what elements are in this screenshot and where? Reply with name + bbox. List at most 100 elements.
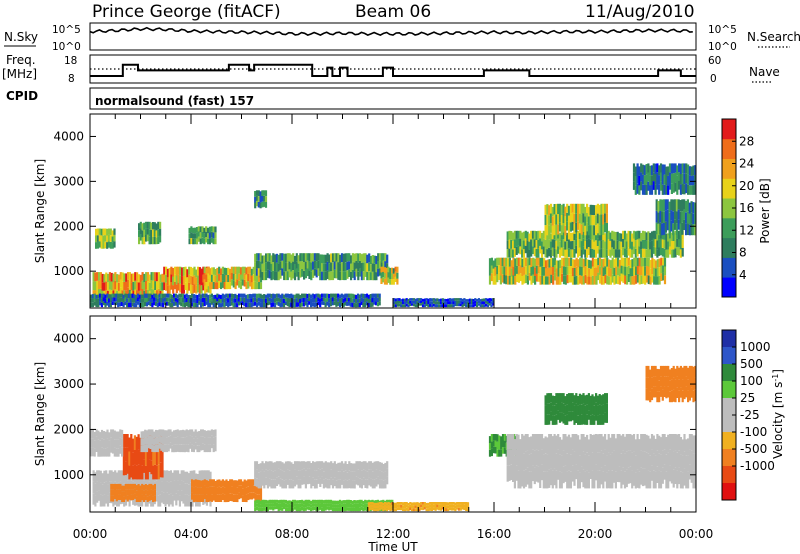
- echo-cell: [121, 272, 124, 282]
- echo-cell: [510, 434, 513, 450]
- echo-cell: [333, 261, 336, 270]
- echo-cell: [591, 470, 594, 489]
- echo-cell: [634, 240, 637, 249]
- echo-cell: [279, 253, 282, 262]
- echo-cell: [537, 257, 540, 266]
- power-colorbar-tick: 16: [739, 201, 754, 215]
- echo-cell: [283, 502, 286, 506]
- echo-region: [393, 298, 495, 308]
- echo-cell: [150, 280, 153, 289]
- echo-cell: [319, 503, 322, 507]
- echo-cell: [663, 248, 666, 258]
- echo-cell: [675, 211, 678, 224]
- echo-cell: [311, 506, 314, 511]
- echo-cell: [577, 276, 580, 285]
- echo-cell: [263, 190, 266, 196]
- echo-cell: [382, 253, 385, 261]
- echo-cell: [241, 495, 244, 502]
- echo-cell: [578, 213, 581, 224]
- echo-cell: [564, 275, 567, 285]
- echo-cell: [274, 479, 277, 489]
- echo-cell: [152, 229, 155, 237]
- echo-region: [506, 230, 684, 258]
- echo-cell: [611, 452, 614, 471]
- echo-cell: [544, 260, 548, 269]
- echo-cell: [304, 507, 307, 511]
- echo-cell: [548, 259, 551, 268]
- echo-cell: [141, 223, 144, 231]
- echo-cell: [559, 268, 562, 277]
- echo-cell: [672, 389, 675, 402]
- echo-cell: [119, 272, 122, 280]
- echo-cell: [185, 429, 188, 437]
- echo-cell: [403, 508, 406, 512]
- echo-cell: [524, 469, 527, 487]
- echo-cell: [252, 485, 255, 493]
- echo-cell: [140, 298, 143, 303]
- echo-cell: [202, 470, 205, 482]
- echo-cell: [548, 393, 551, 404]
- echo-cell: [99, 432, 102, 441]
- echo-cell: [534, 276, 537, 285]
- echo-cell: [656, 391, 659, 403]
- echo-cell: [266, 479, 269, 489]
- echo-cell: [560, 402, 563, 413]
- echo-cell: [195, 473, 198, 485]
- echo-cell: [580, 214, 583, 225]
- echo-cell: [593, 396, 596, 406]
- echo-cell: [163, 293, 167, 298]
- echo-cell: [656, 240, 659, 250]
- echo-cell: [144, 494, 147, 501]
- echo-cell: [544, 395, 547, 406]
- echo-cell: [95, 242, 98, 249]
- echo-cell: [281, 462, 284, 471]
- echo-cell: [118, 297, 122, 303]
- echo-cell: [97, 439, 100, 448]
- echo-cell: [104, 235, 107, 242]
- echo-cell: [590, 260, 593, 269]
- echo-cell: [173, 490, 176, 501]
- echo-cell: [284, 499, 287, 504]
- echo-cell: [645, 257, 649, 266]
- echo-cell: [288, 461, 291, 471]
- echo-cell: [93, 293, 96, 298]
- echo-cell: [198, 297, 201, 302]
- echo-cell: [283, 463, 286, 472]
- echo-cell: [622, 274, 625, 283]
- echo-cell: [292, 261, 295, 270]
- echo-cell: [106, 293, 109, 298]
- echo-cell: [252, 274, 255, 282]
- echo-cell: [461, 507, 464, 510]
- echo-cell: [106, 473, 110, 485]
- echo-cell: [656, 450, 659, 467]
- echo-cell: [198, 267, 201, 276]
- echo-cell: [308, 476, 311, 484]
- echo-cell: [131, 293, 134, 298]
- echo-cell: [371, 293, 374, 298]
- echo-cell: [396, 278, 399, 285]
- echo-cell: [382, 271, 385, 278]
- echo-cell: [655, 211, 658, 223]
- echo-cell: [485, 300, 488, 304]
- echo-cell: [640, 181, 643, 191]
- echo-cell: [195, 285, 198, 294]
- echo-cell: [110, 272, 113, 282]
- echo-cell: [384, 504, 387, 508]
- echo-cell: [521, 267, 524, 276]
- echo-cell: [582, 276, 585, 285]
- echo-cell: [257, 301, 260, 306]
- echo-cell: [194, 227, 197, 234]
- echo-cell: [391, 499, 394, 504]
- echo-cell: [331, 471, 335, 480]
- echo-cell: [232, 266, 235, 274]
- echo-cell: [340, 507, 343, 512]
- echo-cell: [357, 461, 360, 470]
- echo-cell: [353, 507, 356, 512]
- velocity-colorbar-tick: -25: [740, 408, 760, 422]
- echo-cell: [539, 434, 542, 452]
- echo-cell: [154, 450, 157, 465]
- echo-cell: [488, 436, 492, 443]
- echo-cell: [472, 301, 475, 305]
- echo-cell: [303, 476, 306, 485]
- echo-cell: [366, 271, 369, 281]
